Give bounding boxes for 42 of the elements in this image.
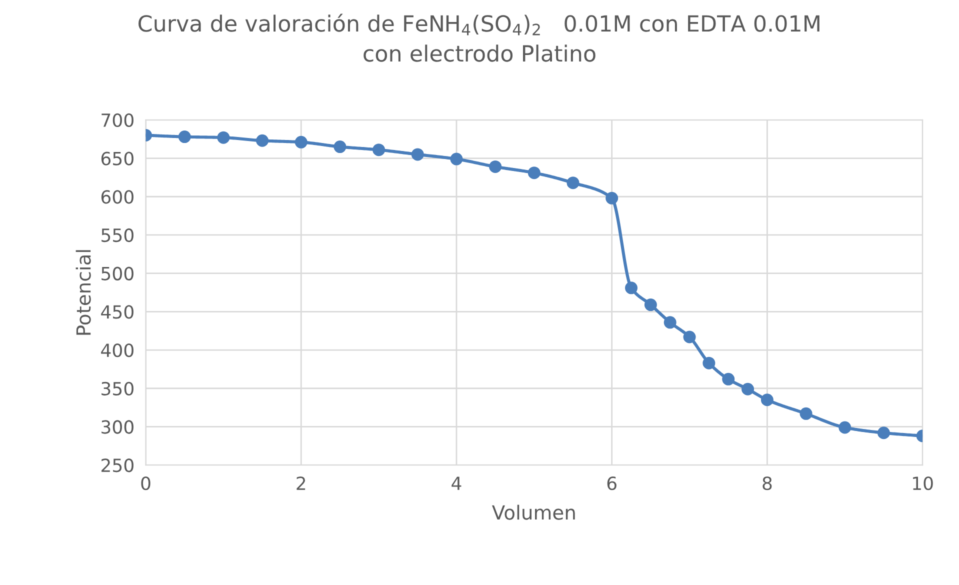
point <box>722 372 735 386</box>
x-tick-label: 4 <box>452 476 462 490</box>
point <box>178 130 191 144</box>
point <box>294 136 308 148</box>
point <box>742 382 754 396</box>
x-tick-label: 8 <box>762 476 772 490</box>
point <box>450 152 463 166</box>
x-tick-label: 6 <box>607 476 616 490</box>
point <box>411 148 424 161</box>
point <box>683 330 696 344</box>
y-tick-label: 300 <box>102 420 134 434</box>
y-tick-label: 550 <box>102 228 134 242</box>
point <box>606 192 618 204</box>
y-tick-label: 350 <box>102 382 134 396</box>
point <box>800 407 812 420</box>
point <box>644 298 657 312</box>
point <box>217 131 230 144</box>
point <box>489 160 502 173</box>
point <box>256 134 269 147</box>
x-tick-label: 10 <box>913 476 933 490</box>
point <box>838 421 852 434</box>
x-tick-label: 0 <box>141 476 150 490</box>
x-axis-title: Volumen <box>492 504 575 520</box>
chart-title: Curva de valoración de FeNH$_{4}$(SO$_{4}$)$_{2}$ 0.01M con EDTA 0.01M con electrodo Platino <box>138 14 820 62</box>
y-tick-label: 450 <box>101 305 134 319</box>
x-tick-label: 2 <box>296 476 306 490</box>
point <box>372 144 386 156</box>
y-tick-label: 600 <box>101 190 134 204</box>
point <box>702 356 716 370</box>
y-axis-title: Potencial <box>76 250 91 335</box>
point <box>528 166 540 180</box>
point <box>566 176 580 190</box>
point <box>760 394 774 406</box>
y-tick-label: 250 <box>102 458 134 472</box>
y-tick-label: 400 <box>101 343 134 358</box>
point <box>334 140 346 154</box>
y-tick-label: 650 <box>101 152 134 166</box>
point <box>877 426 890 440</box>
point <box>625 282 638 294</box>
y-tick-label: 700 <box>102 113 134 128</box>
point <box>664 316 676 329</box>
y-tick-label: 500 <box>102 266 134 280</box>
